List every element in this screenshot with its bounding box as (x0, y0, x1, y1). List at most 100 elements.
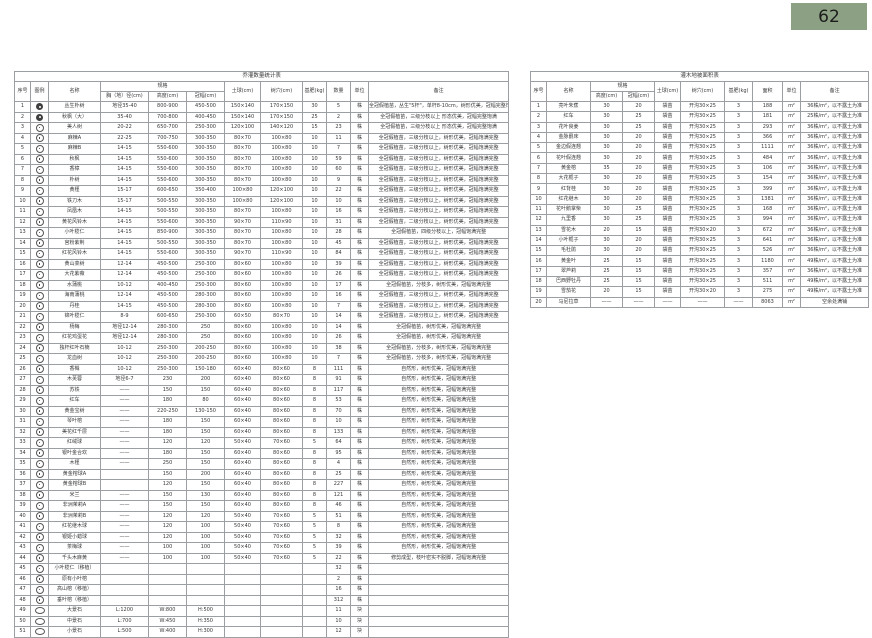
cell-name: 丹桂 (48, 300, 101, 312)
cell-pit: 80×60 (260, 405, 303, 417)
cell-pit: 100×80 (260, 227, 303, 239)
cell-fertilizer: 10 (302, 342, 327, 354)
table-row: 19 海南蒲桃 12-14 450-500 280-300 80×60 100×… (14, 290, 510, 302)
cell-ball: 80×70 (224, 132, 261, 144)
cell-ball: 80×70 (224, 206, 261, 218)
cell-crown: H:350 (186, 615, 225, 627)
cell-unit: 株 (350, 311, 369, 323)
cell-unit: 株 (350, 237, 369, 249)
cell-diameter: 15-17 (100, 195, 149, 207)
cell-crown: 100 (186, 552, 225, 564)
cell-legend (30, 626, 49, 638)
cell-unit: 株 (350, 584, 369, 596)
cell-height: 450-500 (148, 300, 187, 312)
cell-unit: 株 (350, 216, 369, 228)
cell-note: 全冠假植苗，四级分枝以上，冠幅饱满完整 (367, 227, 510, 239)
cell-legend (30, 258, 49, 270)
col-header-legend: 图例 (30, 81, 49, 102)
cell-pit: 100×80 (260, 132, 303, 144)
table-row: 17 大花紫薇 12-14 450-500 250-300 80×60 100×… (14, 269, 510, 281)
cell-crown: 250-300 (186, 269, 225, 281)
cell-note: 自然形，树形优美，冠幅饱满完整 (367, 384, 510, 396)
cell-height: 450-500 (148, 269, 187, 281)
cell-ball: 150×140 (224, 111, 261, 123)
cell-unit: 株 (350, 101, 369, 113)
cell-unit: 株 (350, 227, 369, 239)
cell-area: 1381 (752, 193, 783, 205)
cell-no: 28 (14, 384, 31, 396)
cell-crown: 150 (186, 500, 225, 512)
cell-height: 650-700 (148, 122, 187, 134)
cell-note: 全冠假植苗，三级分枝以上，树形优美，冠幅饱满完整 (367, 206, 510, 218)
cell-no: 11 (14, 206, 31, 218)
cell-height: 180 (148, 426, 187, 438)
cell-diameter: 12-14 (100, 258, 149, 270)
cell-note: 全冠假植苗，三级分枝以上，树形优美，冠幅饱满完整 (367, 269, 510, 281)
cell-height: 120 (148, 510, 187, 522)
cell-diameter: L:700 (100, 615, 149, 627)
cell-legend (30, 510, 49, 522)
table-row: 1 亮叶朱蕉 30 20 袋苗 开沟30×25 3 188 m² 36株/m²，… (530, 100, 870, 113)
cell-pit: 开沟30×20 (680, 224, 725, 236)
tree-icon (35, 501, 44, 510)
cell-legend (30, 468, 49, 480)
cell-note (367, 615, 510, 627)
cell-pit: 100×80 (260, 153, 303, 165)
cell-unit: 株 (350, 500, 369, 512)
cell-ball: 60×40 (224, 384, 261, 396)
tree-icon (35, 333, 44, 342)
cell-diameter: —— (100, 384, 149, 396)
table-row: 30 黄金宝树 —— 220-250 130-150 60×40 80×60 8… (14, 405, 510, 417)
cell-unit: 株 (350, 248, 369, 260)
table-row: 49 大景石 L:1200 W:800 H:500 11 块 (14, 605, 510, 617)
cell-crown: 150-180 (186, 363, 225, 375)
cell-diameter: —— (100, 510, 149, 522)
cell-unit: 株 (350, 447, 369, 459)
cell-legend (30, 437, 49, 449)
cell-qty: 23 (326, 122, 351, 134)
cell-legend (30, 479, 49, 491)
cell-ball: 80×70 (224, 164, 261, 176)
table-row: 9 红背桂 30 20 袋苗 开沟30×25 3 399 m² 36株/m²，以… (530, 183, 870, 195)
table-row: 3 花叶良姜 30 25 袋苗 开沟30×25 3 293 m² 36株/m²，… (530, 121, 870, 133)
cell-height: 280-300 (148, 321, 187, 333)
tree-icon (35, 218, 44, 227)
cell-height: 30 (590, 234, 623, 247)
cell-note: 全冠假植苗，分枝多，树形优美，冠幅饱满完整 (367, 279, 510, 291)
cell-pit (260, 605, 303, 617)
cell-diameter: 14-15 (100, 216, 149, 228)
col-header-spec-group: 规格 (590, 81, 655, 92)
table-row: 37 黄金榕球B 120 150 60×40 80×60 8 227 株 自然形… (14, 479, 510, 491)
cell-area: 511 (752, 276, 783, 288)
cell-diameter (100, 584, 149, 596)
cell-no: 3 (530, 121, 547, 133)
cell-diameter: 地径6-7 (100, 374, 149, 386)
cell-note: 全冠假植苗，三级分枝以上，树形优美，冠幅饱满完整 (367, 290, 510, 302)
cell-pit: 100×80 (260, 332, 303, 344)
cell-unit: 株 (350, 258, 369, 270)
cell-pit: 开沟30×25 (680, 111, 725, 123)
cell-unit: 株 (350, 395, 369, 407)
table-row: 28 苏铁 —— 150 150 60×40 80×60 8 117 株 自然形… (14, 384, 510, 396)
cell-qty: 39 (326, 542, 351, 554)
cell-diameter (100, 594, 149, 606)
cell-ball: 50×40 (224, 531, 261, 543)
cell-height: W:800 (148, 605, 187, 617)
cell-crown: 120 (186, 437, 225, 449)
tree-icon (35, 165, 44, 174)
cell-ball: 袋苗 (654, 131, 681, 144)
cell-legend (30, 542, 49, 554)
col-header-pit: 树穴(cm) (680, 81, 725, 102)
cell-crown: H:300 (186, 626, 225, 638)
cell-note: 36株/m²，以不露土为准 (799, 245, 870, 257)
table-row: 44 千头木麻黄 —— 100 100 50×40 70×60 5 22 株 修… (14, 552, 510, 564)
cell-no: 32 (14, 426, 31, 438)
cell-qty: 38 (326, 342, 351, 354)
cell-diameter: 14-15 (100, 237, 149, 249)
cell-qty: 32 (326, 531, 351, 543)
cell-note: 全冠假植苗，三级分枝以上，树形优美，冠幅饱满完整 (367, 185, 510, 197)
cell-diameter: —— (100, 542, 149, 554)
cell-height: 500-550 (148, 206, 187, 218)
cell-note: 全冠假植苗，三级分枝以上，树形优美，冠幅饱满完整 (367, 143, 510, 155)
table-row: 13 小叶榄仁 14-15 850-900 300-350 80×70 100×… (14, 227, 510, 239)
